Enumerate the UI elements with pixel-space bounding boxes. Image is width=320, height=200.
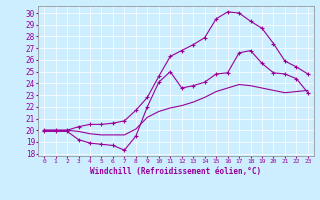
- X-axis label: Windchill (Refroidissement éolien,°C): Windchill (Refroidissement éolien,°C): [91, 167, 261, 176]
